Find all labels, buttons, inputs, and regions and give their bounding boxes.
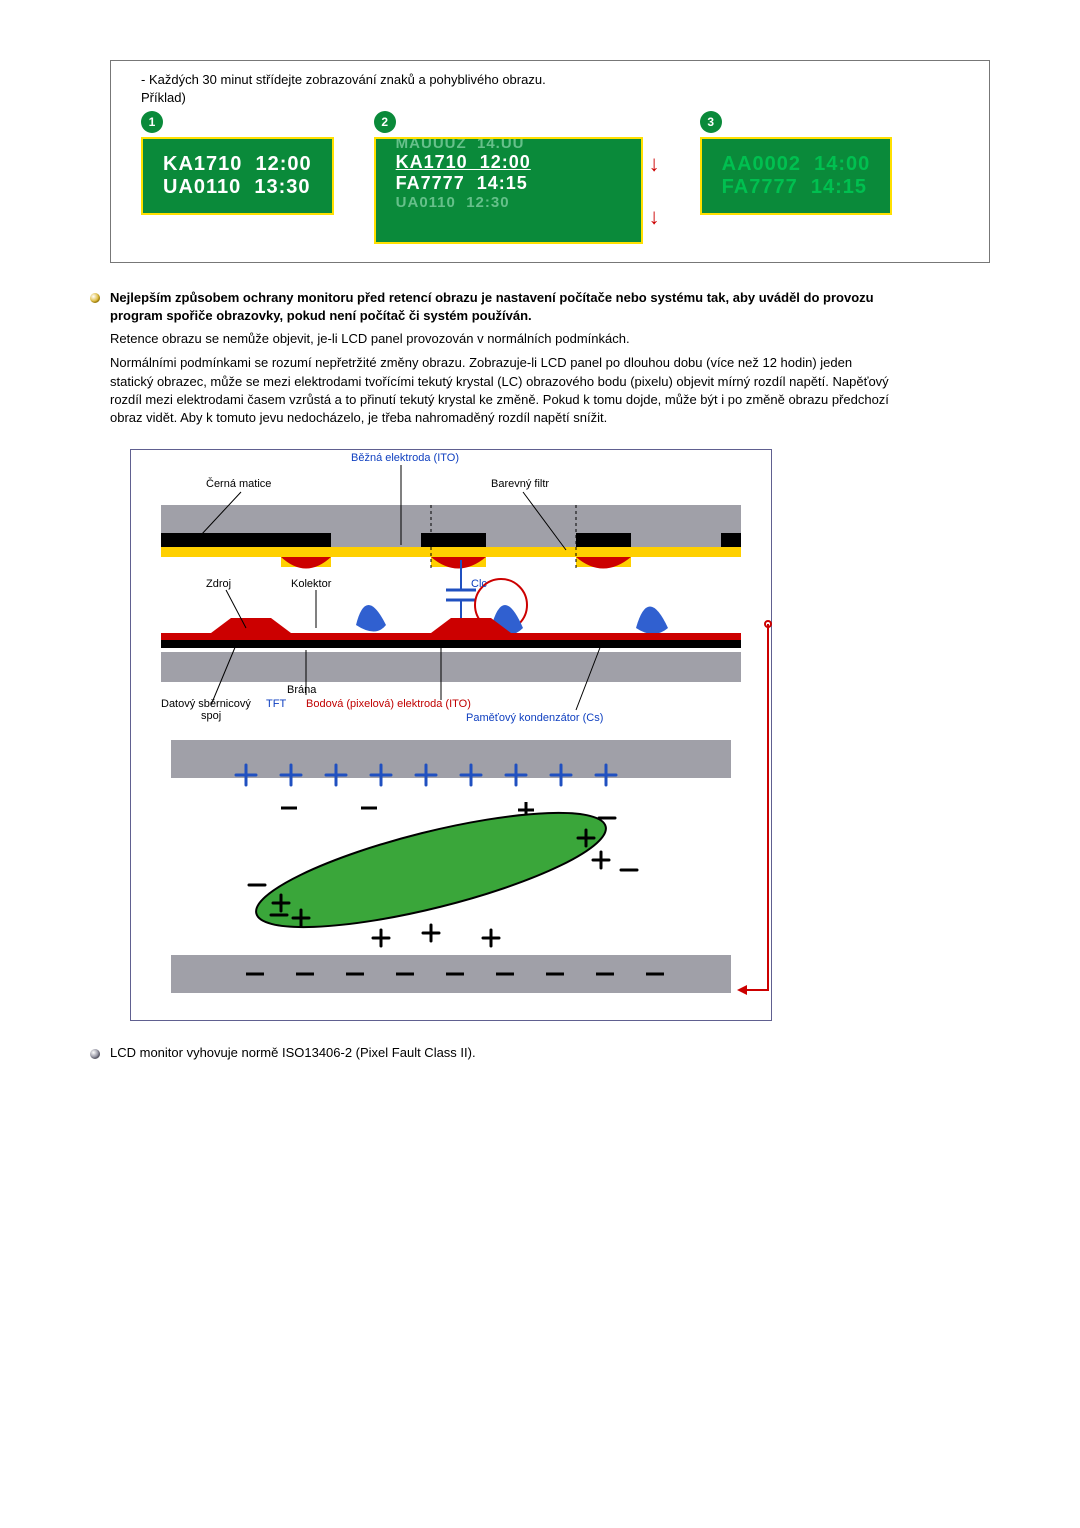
screen-3: AA0002 14:00 FA7777 14:15: [700, 137, 893, 215]
lbl-pixel-electrode: Bodová (pixelová) elektroda (ITO): [306, 698, 471, 710]
s2-mid1: KA1710 12:00: [396, 152, 621, 173]
lbl-bus: Datový sběrnicový: [161, 698, 251, 710]
screen-1: KA1710 12:00 UA0110 13:30: [141, 137, 334, 215]
bullet-icon: [90, 1049, 100, 1059]
screen1-line1: KA1710 12:00: [163, 153, 312, 176]
bold-bullet-row: Nejlepším způsobem ochrany monitoru před…: [90, 289, 990, 324]
example-1: 1 KA1710 12:00 UA0110 13:30: [141, 111, 334, 244]
badge-2: 2: [374, 111, 396, 133]
s2-bot: UA0110 12:30: [396, 194, 621, 211]
example-3: 3 AA0002 14:00 FA7777 14:15: [700, 111, 893, 244]
lbl-spoj: spoj: [201, 710, 221, 722]
screen3-line1: AA0002 14:00: [722, 153, 871, 176]
diagram-cross-section: Běžná elektroda (ITO) Černá matice Barev…: [131, 450, 771, 720]
lbl-drain: Kolektor: [291, 578, 331, 590]
lbl-color-filter: Barevný filtr: [491, 478, 549, 490]
arrow-down-icon: ↓: [649, 206, 660, 228]
lbl-source: Zdroj: [206, 578, 231, 590]
screen-2: MAUUUZ 14.UU KA1710 12:00 FA7777 14:15 U…: [374, 137, 643, 244]
s2-mid2: FA7777 14:15: [396, 173, 621, 194]
lbl-common-electrode: Běžná elektroda (ITO): [351, 452, 459, 464]
example-screens: 1 KA1710 12:00 UA0110 13:30 2 MAUUUZ 14.…: [141, 111, 959, 244]
lbl-clc: Clc: [471, 578, 487, 590]
bold-paragraph: Nejlepším způsobem ochrany monitoru před…: [110, 289, 890, 324]
screen3-line2: FA7777 14:15: [722, 176, 871, 199]
s2-top: MAUUUZ 14.UU: [396, 137, 621, 152]
diagram-charge: [131, 730, 771, 1010]
paragraph-2: Normálními podmínkami se rozumí nepřetrž…: [110, 354, 890, 427]
example-intro: - Každých 30 minut střídejte zobrazování…: [141, 61, 959, 111]
intro-line2: Příklad): [141, 90, 186, 105]
example-2: 2 MAUUUZ 14.UU KA1710 12:00 FA7777 14:15…: [374, 111, 660, 244]
lbl-tft: TFT: [266, 698, 286, 710]
lbl-gate: Brána: [287, 684, 316, 696]
badge-3: 3: [700, 111, 722, 133]
arrow-down-icon: ↓: [649, 153, 660, 175]
lcd-diagram: Běžná elektroda (ITO) Černá matice Barev…: [130, 449, 772, 1021]
paragraph-1: Retence obrazu se nemůže objevit, je-li …: [110, 330, 890, 348]
footer-bullet-row: LCD monitor vyhovuje normě ISO13406-2 (P…: [90, 1045, 990, 1060]
lbl-black-matrix: Černá matice: [206, 478, 271, 490]
scroll-arrows: ↓ ↓: [643, 137, 660, 244]
screen1-line2: UA0110 13:30: [163, 176, 312, 199]
bullet-icon: [90, 293, 100, 303]
intro-line1: - Každých 30 minut střídejte zobrazování…: [141, 72, 546, 87]
example-box: - Každých 30 minut střídejte zobrazování…: [110, 60, 990, 263]
lbl-cs: Paměťový kondenzátor (Cs): [466, 712, 603, 724]
badge-1: 1: [141, 111, 163, 133]
footer-text: LCD monitor vyhovuje normě ISO13406-2 (P…: [110, 1045, 476, 1060]
